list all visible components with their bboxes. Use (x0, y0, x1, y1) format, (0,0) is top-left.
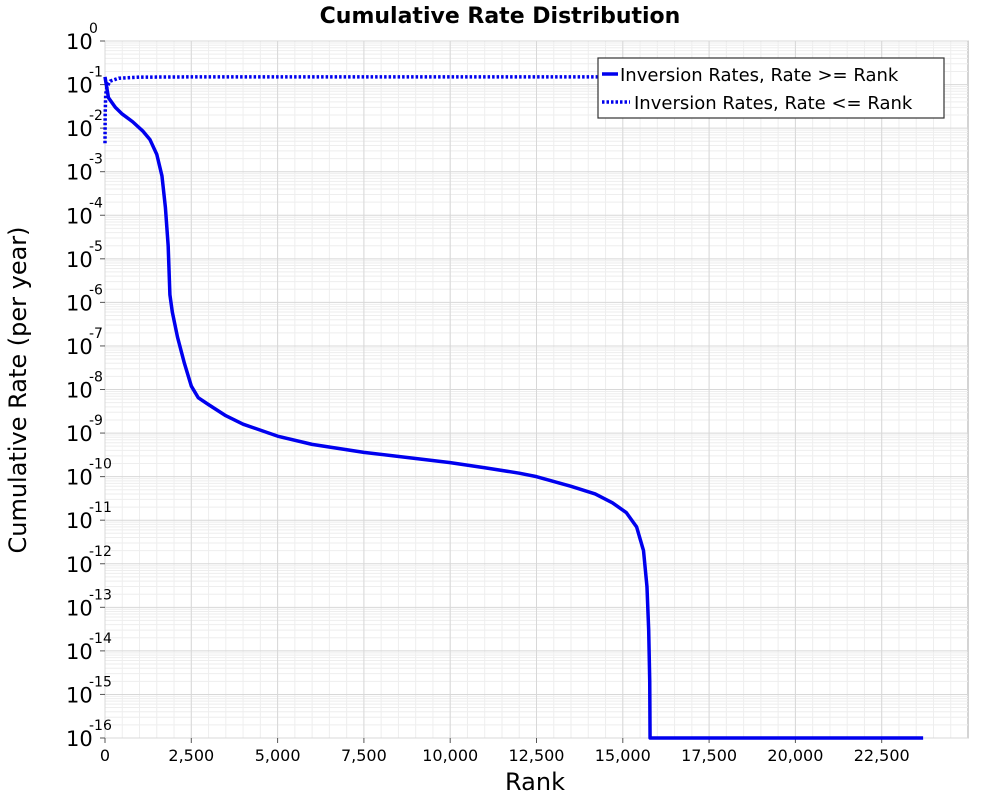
y-tick-base: 10 (66, 335, 93, 359)
y-tick-exponent: -11 (89, 500, 112, 516)
chart-title: Cumulative Rate Distribution (320, 4, 681, 29)
y-tick-exponent: -3 (89, 152, 103, 168)
y-tick-base: 10 (66, 553, 93, 577)
x-axis-ticks: 0 2,500 5,000 7,500 10,000 12,500 15,000 17,500… (100, 738, 910, 765)
y-tick-base: 10 (66, 379, 93, 403)
grid-lines (104, 40, 968, 739)
y-tick-exponent: -16 (89, 718, 112, 734)
series-line-rate-ge-rank (103, 76, 924, 740)
y-tick-exponent: -2 (89, 108, 103, 124)
x-tick-label: 15,000 (595, 746, 651, 765)
y-tick-base: 10 (66, 509, 93, 533)
y-tick-base: 10 (66, 30, 93, 54)
y-tick-exponent: -14 (89, 631, 112, 647)
y-tick-base: 10 (66, 683, 93, 707)
y-tick-label: 10-5 (66, 239, 103, 272)
legend-entry-rate-le-rank: Inversion Rates, Rate <= Rank (634, 93, 913, 114)
y-axis-ticks: 10010-110-210-310-410-510-610-710-810-91… (66, 21, 112, 751)
y-tick-exponent: -9 (89, 413, 103, 429)
series-line-rate-le-rank (103, 75, 924, 144)
y-tick-exponent: -15 (89, 674, 112, 690)
y-tick-exponent: -12 (89, 544, 112, 560)
y-tick-exponent: -6 (89, 282, 103, 298)
y-tick-exponent: -4 (89, 195, 103, 211)
x-tick-label: 7,500 (341, 746, 387, 765)
y-tick-exponent: -10 (89, 457, 112, 473)
y-tick-label: 10-3 (66, 152, 103, 185)
y-tick-label: 10-1 (66, 65, 103, 98)
y-tick-base: 10 (66, 117, 93, 141)
series-layer (103, 75, 924, 740)
y-tick-base: 10 (66, 640, 93, 664)
y-tick-label: 10-13 (66, 587, 112, 620)
y-tick-base: 10 (66, 291, 93, 315)
y-tick-label: 10-10 (66, 457, 112, 490)
y-tick-base: 10 (66, 596, 93, 620)
y-tick-label: 100 (66, 21, 98, 54)
y-tick-base: 10 (66, 727, 93, 751)
y-tick-label: 10-9 (66, 413, 103, 446)
x-tick-label: 2,500 (168, 746, 214, 765)
legend: Inversion Rates, Rate >= Rank Inversion … (597, 57, 945, 119)
y-tick-exponent: -13 (89, 587, 112, 603)
y-tick-exponent: 0 (89, 21, 98, 37)
y-tick-base: 10 (66, 422, 93, 446)
y-tick-base: 10 (66, 466, 93, 490)
legend-entry-rate-ge-rank: Inversion Rates, Rate >= Rank (620, 65, 899, 86)
y-tick-base: 10 (66, 248, 93, 272)
y-tick-label: 10-14 (66, 631, 112, 664)
y-tick-exponent: -7 (89, 326, 103, 342)
y-tick-label: 10-12 (66, 544, 112, 577)
x-tick-label: 20,000 (767, 746, 823, 765)
x-tick-label: 5,000 (255, 746, 301, 765)
y-tick-label: 10-15 (66, 674, 112, 707)
x-tick-label: 22,500 (854, 746, 910, 765)
y-tick-base: 10 (66, 74, 93, 98)
y-tick-label: 10-2 (66, 108, 103, 141)
x-tick-label: 10,000 (422, 746, 478, 765)
y-tick-label: 10-16 (66, 718, 112, 751)
x-tick-label: 17,500 (681, 746, 737, 765)
x-axis-label: Rank (505, 768, 565, 796)
y-tick-label: 10-8 (66, 370, 103, 403)
y-tick-base: 10 (66, 204, 93, 228)
x-tick-label: 0 (100, 746, 110, 765)
y-tick-label: 10-11 (66, 500, 112, 533)
y-tick-exponent: -8 (89, 370, 103, 386)
y-tick-exponent: -5 (89, 239, 103, 255)
y-tick-label: 10-4 (66, 195, 103, 228)
y-tick-exponent: -1 (89, 65, 103, 81)
legend-box (597, 57, 945, 119)
y-tick-label: 10-6 (66, 282, 103, 315)
y-tick-label: 10-7 (66, 326, 103, 359)
y-tick-base: 10 (66, 161, 93, 185)
y-axis-label: Cumulative Rate (per year) (4, 226, 32, 553)
x-tick-label: 12,500 (509, 746, 565, 765)
